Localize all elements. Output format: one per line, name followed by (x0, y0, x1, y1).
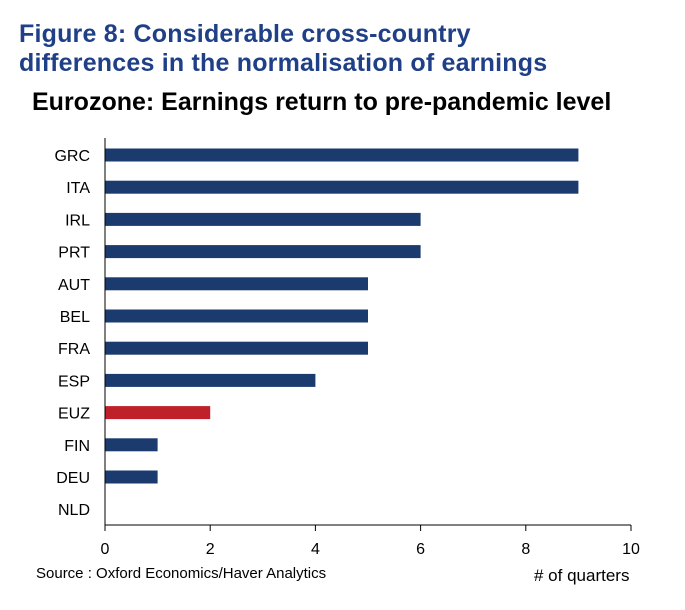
x-tick-label-8: 8 (521, 541, 530, 558)
category-label-irl: IRL (65, 212, 90, 229)
category-label-grc: GRC (54, 148, 90, 165)
category-label-aut: AUT (58, 277, 90, 294)
figure-title-line-2: differences in the normalisation of earn… (19, 49, 548, 77)
bar-aut (105, 277, 368, 291)
bar-ita (105, 180, 579, 194)
category-label-ita: ITA (66, 180, 90, 197)
bar-grc (105, 148, 579, 162)
x-tick-label-10: 10 (622, 541, 640, 558)
category-label-fra: FRA (58, 341, 90, 358)
category-label-fin: FIN (64, 438, 90, 455)
category-label-deu: DEU (56, 470, 90, 487)
bar-fra (105, 341, 368, 355)
category-label-prt: PRT (58, 245, 90, 262)
bar-bel (105, 309, 368, 323)
figure-title: Figure 8: Considerable cross-country dif… (19, 20, 547, 78)
bar-irl (105, 212, 421, 226)
x-ticks: 0 2 4 6 8 10 (101, 525, 640, 558)
x-tick-label-0: 0 (101, 541, 110, 558)
category-label-nld: NLD (58, 502, 90, 519)
bar-esp (105, 373, 316, 387)
bar-deu (105, 470, 158, 484)
category-label-euz: EUZ (58, 406, 90, 423)
figure-title-line-1: Figure 8: Considerable cross-country (19, 20, 471, 48)
x-axis-title: # of quarters (534, 566, 630, 585)
source-note: Source : Oxford Economics/Haver Analytic… (36, 565, 327, 582)
x-tick-label-6: 6 (416, 541, 425, 558)
category-labels: GRC ITA IRL PRT AUT BEL FRA ESP EUZ FIN DEU NLD (54, 148, 90, 519)
bar-prt (105, 245, 421, 259)
x-tick-label-2: 2 (206, 541, 215, 558)
bars-group (105, 148, 579, 484)
x-tick-label-4: 4 (311, 541, 320, 558)
category-label-esp: ESP (58, 373, 90, 390)
chart-title: Eurozone: Earnings return to pre-pandemi… (32, 88, 612, 116)
category-label-bel: BEL (60, 309, 90, 326)
bar-euz (105, 406, 211, 420)
bar-fin (105, 438, 158, 452)
